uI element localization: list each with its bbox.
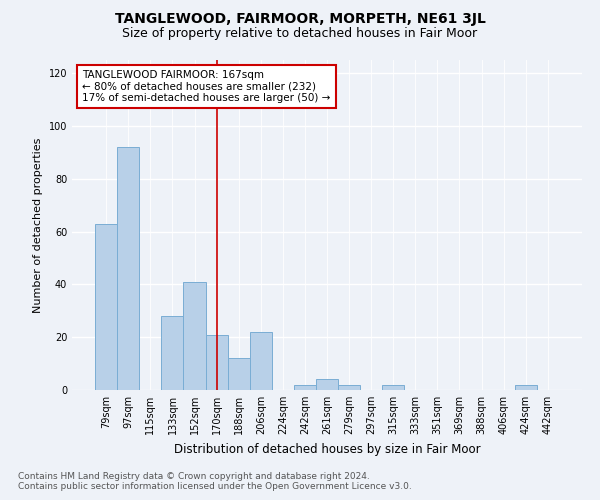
- Y-axis label: Number of detached properties: Number of detached properties: [33, 138, 43, 312]
- Bar: [117, 147, 139, 390]
- Bar: [206, 334, 227, 390]
- X-axis label: Distribution of detached houses by size in Fair Moor: Distribution of detached houses by size …: [173, 442, 481, 456]
- Bar: [184, 282, 206, 390]
- Text: TANGLEWOOD, FAIRMOOR, MORPETH, NE61 3JL: TANGLEWOOD, FAIRMOOR, MORPETH, NE61 3JL: [115, 12, 485, 26]
- Bar: [316, 380, 338, 390]
- Bar: [338, 384, 360, 390]
- Bar: [515, 384, 537, 390]
- Text: Size of property relative to detached houses in Fair Moor: Size of property relative to detached ho…: [122, 28, 478, 40]
- Text: TANGLEWOOD FAIRMOOR: 167sqm
← 80% of detached houses are smaller (232)
17% of se: TANGLEWOOD FAIRMOOR: 167sqm ← 80% of det…: [82, 70, 331, 103]
- Bar: [382, 384, 404, 390]
- Bar: [161, 316, 184, 390]
- Bar: [250, 332, 272, 390]
- Text: Contains HM Land Registry data © Crown copyright and database right 2024.: Contains HM Land Registry data © Crown c…: [18, 472, 370, 481]
- Bar: [227, 358, 250, 390]
- Text: Contains public sector information licensed under the Open Government Licence v3: Contains public sector information licen…: [18, 482, 412, 491]
- Bar: [294, 384, 316, 390]
- Bar: [95, 224, 117, 390]
